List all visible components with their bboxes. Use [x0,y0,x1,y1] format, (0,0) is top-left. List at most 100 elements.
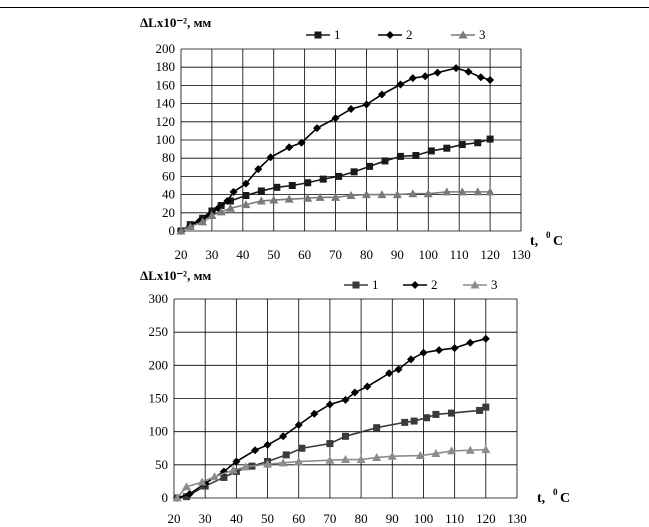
chart-bottom-legend-item-3: 3 [463,277,498,292]
chart-top-series-1-point [242,192,250,200]
chart-bottom-series-2-point [385,369,394,378]
chart-bottom-legend-label: 2 [431,277,438,292]
chart-top-series-2-point [254,165,263,174]
chart-bottom-xtick-label: 70 [323,511,336,526]
chart-top-series-3-point [485,187,495,196]
chart-top-legend-label: 3 [479,27,486,42]
chart-top-series-3-point [331,192,341,201]
chart-top-series-2-point [313,124,321,133]
chart-bottom-series-1-point [342,432,349,440]
chart-bottom-series-3-point [341,455,350,464]
chart-top-series-3-point [408,189,418,198]
chart-bottom-series-2-point [394,365,403,374]
chart-top-series-3-point [284,194,294,203]
chart-bottom-series-1-point [282,451,290,459]
chart-bottom-series-1-point [373,424,381,432]
chart-top-series-2-point [464,67,473,76]
chart-top-legend-marker [458,30,468,39]
chart-top-series-1-point [412,151,420,159]
chart-top-xtick-label: 80 [360,247,373,262]
chart-bottom-series-3-point [241,462,251,471]
chart-top-ytick-label: 200 [156,41,176,56]
chart-bottom-series-1-point [476,406,484,414]
chart-bottom-xlabel: t, 0 C [537,487,570,506]
chart-top-ytick-label: 20 [162,205,175,220]
chart-top-series-1-point [257,187,265,195]
chart-bottom-series-2-point [279,432,288,441]
chart-bottom-xlabel-sup: 0 [553,487,558,497]
chart-bottom-series-2-line [176,338,487,499]
chart-top-legend-item-1: 1 [306,27,341,42]
chart-bottom-xlabel-main: t, [537,491,545,506]
chart-bottom-series-1-point [401,418,409,426]
chart-bottom-ytick-label: 50 [155,457,168,472]
chart-bottom-series-3-point [172,493,182,502]
chart-bottom-ytick-label: 0 [162,490,169,505]
chart-top-series-2-point [285,143,294,152]
chart-bottom-legend-label: 1 [372,277,379,292]
chart-top-series-3-point [392,190,402,199]
chart-top-series-2-point [452,64,461,73]
chart-top-xtick-label: 100 [419,247,439,262]
chart-top-legend-marker [314,31,322,39]
chart-top-xtick-label: 90 [391,247,404,262]
chart-top-series-3-point [361,190,371,199]
chart-top-ytick-label: 100 [156,132,176,147]
chart-bottom-series-3-point [294,457,304,466]
chart-top-xtick-label: 60 [298,247,311,262]
chart-bottom-series-3-point [228,465,238,474]
chart-top-series-3-point [241,200,251,209]
chart-bottom-xtick-label: 60 [292,511,305,526]
chart-bottom: ΔLx10⁻², мм t, 0 C 20 30 40 50 60 70 80 90 100 11… [140,268,570,526]
chart-top-legend-label: 1 [334,27,341,42]
chart-bottom-series-1-point [410,417,418,425]
chart-top-series-3-point [457,187,467,196]
chart-top-series-3-point [473,187,483,196]
chart-bottom-legend-item-2: 2 [403,277,438,292]
chart-top-series-1-point [486,135,494,143]
chart-top-series-3-point [256,196,266,205]
chart-bottom-ytick-label: 150 [149,391,169,406]
chart-bottom-series-1-point [326,440,334,448]
chart-bottom-series-2-point [481,334,490,343]
chart-top-series-1-point [458,141,466,149]
chart-top-series-1-point [273,183,281,191]
chart-top-series-1-point [288,182,296,189]
chart-top-series-1-point [381,157,389,165]
chart-top-series-1-point [443,144,451,152]
chart-top-xlabel: t, 0 C [530,230,563,249]
chart-bottom-series-3-point [372,453,382,462]
chart-top-series-2-point [433,68,442,77]
chart-top-xtick-label: 30 [205,247,218,262]
chart-top-series-1-point [396,152,404,160]
chart-top-series-3-point [207,211,217,220]
chart-top-series-3-point [185,221,195,230]
chart-top-series-2-point [266,153,275,162]
chart-bottom-series-1-point [298,444,306,452]
chart-top-ytick-label: 60 [162,168,175,183]
chart-bottom-series-2-point [466,338,475,347]
chart-bottom-xtick-label: 90 [386,511,399,526]
chart-top-series-2-point [396,80,405,89]
chart-bottom-xtick-label: 30 [199,511,212,526]
chart-bottom-series-1-point [448,409,456,417]
chart-top-series-3 [176,187,495,235]
chart-top-series-1-point [319,175,327,183]
chart-top-ytick-label: 160 [156,77,176,92]
chart-top-ytick-label: 0 [169,223,176,238]
chart-top-series-1-point [350,168,358,176]
chart-top-legend-item-2: 2 [378,27,413,42]
chart-bottom-series-2-point [325,400,334,409]
chart-top-xtick-label: 130 [511,247,531,262]
chart-bottom-series-2-point [185,490,194,499]
chart-top-legend-item-3: 3 [451,27,486,42]
chart-top-series-2-point [362,100,371,109]
chart-bottom-xtick-label: 80 [355,511,368,526]
chart-bottom-series-2-point [310,409,319,418]
chart-top-ylabel: ΔLx10⁻², мм [140,15,211,30]
chart-bottom-series-3-point [325,455,335,464]
chart-bottom-series-2-point [232,457,241,466]
chart-top-xtick-label: 120 [480,247,500,262]
chart-top-xlabel-main: t, [530,234,538,249]
chart-bottom-series-2-point [251,446,260,455]
